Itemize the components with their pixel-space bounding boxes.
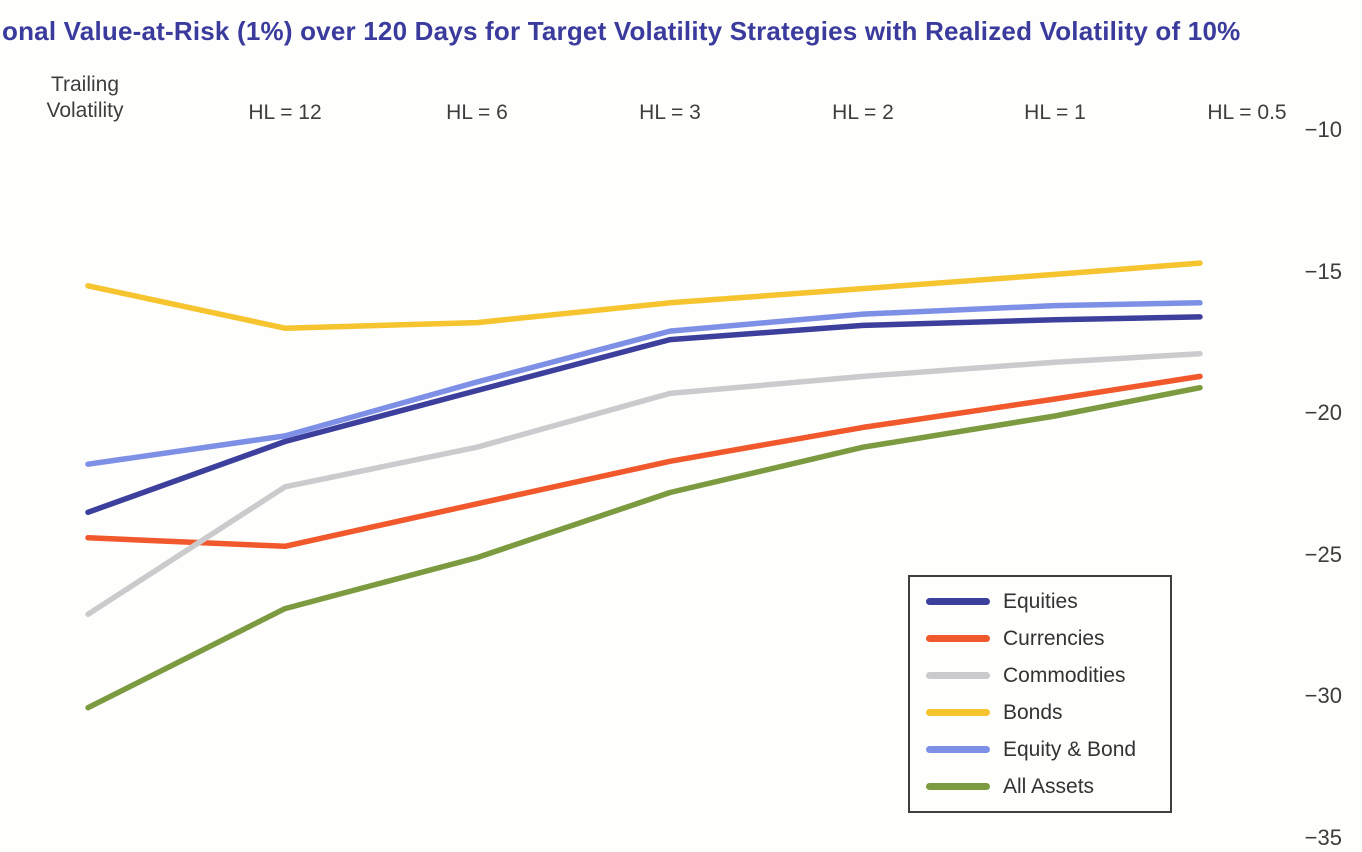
category-label-hl-6: HL = 6: [446, 101, 508, 124]
line-series-all-assets: [85, 384, 1203, 711]
category-label-hl-12: HL = 12: [248, 101, 322, 124]
y-tick-label-35: −35: [1304, 825, 1342, 850]
legend-swatch-equities-icon: [926, 598, 990, 605]
y-tick-label-30: −30: [1304, 683, 1342, 709]
legend-swatch-all-assets-icon: [926, 783, 990, 790]
category-label-hl-2: HL = 2: [832, 101, 894, 124]
legend-label-equities: Equities: [1003, 589, 1078, 613]
legend-label-all-assets: All Assets: [1003, 774, 1095, 798]
category-label-trailing-volatility: Trailing Volatility: [46, 73, 124, 122]
legend-label-commodities: Commodities: [1003, 663, 1126, 687]
legend-entry-currencies: Currencies: [926, 627, 1164, 651]
legend-swatch-currencies-icon: [926, 635, 990, 642]
line-series-commodities: [85, 350, 1203, 618]
legend-label-bonds: Bonds: [1003, 700, 1063, 724]
line-series-bonds: [85, 260, 1203, 331]
legend-box: Equities Currencies Commodities Bonds Equity…: [908, 575, 1172, 813]
y-tick-label-10: −10: [1304, 117, 1342, 142]
line-series-equity-bond: [85, 300, 1203, 467]
legend-entry-equity-bond: Equity & Bond: [926, 738, 1164, 762]
chart-title: onal Value-at-Risk (1%) over 120 Days fo…: [2, 16, 1241, 46]
line-series-currencies: [85, 373, 1203, 550]
y-tick-label-25: −25: [1304, 541, 1342, 567]
legend-entry-all-assets: All Assets: [926, 775, 1164, 799]
category-label-hl-3: HL = 3: [639, 101, 701, 124]
y-tick-label-15: −15: [1304, 258, 1342, 284]
legend-swatch-equity-bond-icon: [926, 746, 990, 753]
legend-swatch-commodities-icon: [926, 672, 990, 679]
legend-entry-bonds: Bonds: [926, 701, 1164, 725]
y-tick-label-20: −20: [1304, 400, 1342, 426]
legend-entry-equities: Equities: [926, 590, 1164, 614]
line-series-equities: [85, 314, 1203, 516]
legend-entry-commodities: Commodities: [926, 664, 1164, 688]
legend-label-equity-bond: Equity & Bond: [1003, 737, 1137, 761]
category-label-hl-0-5: HL = 0.5: [1207, 101, 1287, 124]
legend-label-currencies: Currencies: [1003, 626, 1105, 650]
category-label-hl-1: HL = 1: [1024, 101, 1086, 124]
legend-swatch-bonds-icon: [926, 709, 990, 716]
